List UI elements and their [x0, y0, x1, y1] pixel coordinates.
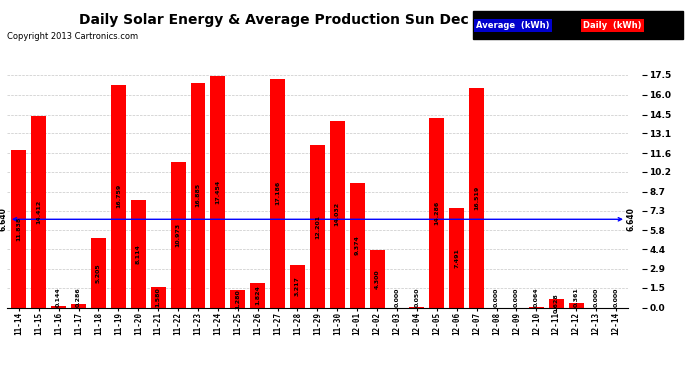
Bar [210, 76, 226, 307]
Text: Daily Solar Energy & Average Production Sun Dec 15 08:17: Daily Solar Energy & Average Production … [79, 13, 542, 27]
Text: Average  (kWh): Average (kWh) [476, 21, 550, 30]
Text: 0.144: 0.144 [56, 287, 61, 307]
Bar [370, 251, 384, 308]
Text: 0.064: 0.064 [534, 287, 539, 307]
Bar [51, 306, 66, 308]
Text: 3.217: 3.217 [295, 276, 300, 296]
Bar [469, 88, 484, 308]
Text: 16.519: 16.519 [474, 186, 479, 210]
Bar [529, 307, 544, 308]
Bar [290, 265, 305, 308]
Bar [91, 238, 106, 308]
Text: 6.640: 6.640 [627, 207, 636, 231]
Bar [31, 116, 46, 308]
Text: 16.885: 16.885 [195, 183, 201, 207]
Bar [230, 291, 245, 308]
Text: 9.374: 9.374 [355, 235, 359, 255]
Text: 0.000: 0.000 [613, 288, 618, 307]
Bar [150, 286, 166, 308]
Text: 11.838: 11.838 [17, 217, 21, 241]
Bar [170, 162, 186, 308]
Bar [350, 183, 365, 308]
Text: 0.628: 0.628 [554, 294, 559, 313]
Bar [190, 83, 206, 308]
Text: 0.000: 0.000 [395, 288, 400, 307]
Text: 0.361: 0.361 [573, 287, 579, 307]
Bar [449, 208, 464, 308]
Bar [310, 146, 325, 308]
Bar [429, 118, 444, 308]
Bar [409, 307, 424, 308]
Bar [131, 200, 146, 308]
Bar [549, 299, 564, 307]
Bar [250, 283, 265, 308]
Text: 14.412: 14.412 [37, 200, 41, 224]
Bar [111, 85, 126, 308]
Text: 1.280: 1.280 [235, 289, 240, 309]
Text: Daily  (kWh): Daily (kWh) [583, 21, 642, 30]
Text: 17.454: 17.454 [215, 179, 220, 204]
Text: 7.491: 7.491 [454, 248, 460, 268]
Bar [71, 304, 86, 307]
Bar [330, 121, 345, 308]
Text: 0.000: 0.000 [593, 288, 598, 307]
Bar [569, 303, 584, 307]
Text: 0.000: 0.000 [514, 288, 519, 307]
Text: Copyright 2013 Cartronics.com: Copyright 2013 Cartronics.com [7, 32, 138, 41]
Text: 0.000: 0.000 [494, 288, 499, 307]
Text: 6.640: 6.640 [0, 207, 8, 231]
Text: 1.824: 1.824 [255, 285, 260, 305]
Text: 0.286: 0.286 [76, 287, 81, 307]
Text: 14.032: 14.032 [335, 202, 339, 226]
Text: 17.186: 17.186 [275, 181, 280, 206]
Text: 14.286: 14.286 [434, 201, 440, 225]
Text: 0.050: 0.050 [415, 287, 420, 307]
Text: 8.114: 8.114 [136, 244, 141, 264]
Text: 1.580: 1.580 [156, 287, 161, 307]
Text: 12.201: 12.201 [315, 214, 320, 238]
Text: 10.973: 10.973 [175, 222, 181, 247]
Text: 4.300: 4.300 [375, 269, 380, 289]
Bar [270, 79, 285, 308]
Text: 5.205: 5.205 [96, 263, 101, 283]
Text: 16.759: 16.759 [116, 184, 121, 208]
Bar [11, 150, 26, 308]
